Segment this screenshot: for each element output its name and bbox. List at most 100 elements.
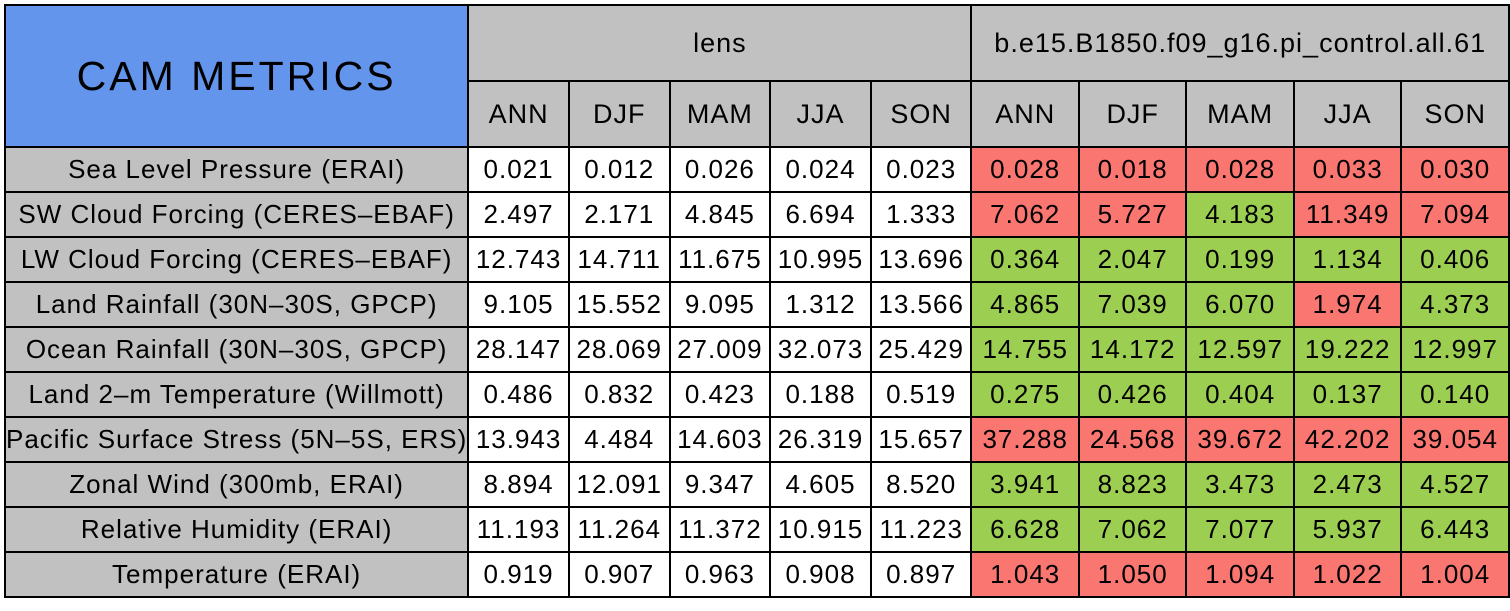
lens-value-cell: 13.566 (869, 281, 973, 328)
season-header-lens-djf: DJF (567, 80, 671, 148)
group-header-control-run: b.e15.B1850.f09_g16.pi_control.all.61 (970, 4, 1510, 82)
row-label: Zonal Wind (300mb, ERAI) (3, 461, 470, 508)
lens-value-cell: 0.919 (467, 551, 570, 598)
season-header-control-mam: MAM (1185, 80, 1295, 148)
row-label: Land Rainfall (30N–30S, GPCP) (3, 281, 470, 328)
control-value-cell: 1.022 (1292, 551, 1403, 598)
control-value-cell: 7.094 (1400, 191, 1510, 238)
lens-value-cell: 10.915 (769, 506, 872, 553)
control-value-cell: 3.473 (1185, 461, 1295, 508)
row-label: SW Cloud Forcing (CERES–EBAF) (3, 191, 470, 238)
control-value-cell: 0.028 (970, 146, 1080, 193)
lens-value-cell: 0.832 (567, 371, 671, 418)
lens-value-cell: 11.264 (567, 506, 671, 553)
lens-value-cell: 0.908 (769, 551, 872, 598)
control-value-cell: 8.823 (1077, 461, 1188, 508)
season-header-lens-jja: JJA (769, 80, 872, 148)
control-value-cell: 1.050 (1077, 551, 1188, 598)
lens-value-cell: 13.943 (467, 416, 570, 463)
control-value-cell: 0.140 (1400, 371, 1510, 418)
lens-value-cell: 0.423 (668, 371, 772, 418)
season-header-control-jja: JJA (1292, 80, 1403, 148)
season-header-lens-ann: ANN (467, 80, 570, 148)
lens-value-cell: 1.312 (769, 281, 872, 328)
season-header-lens-mam: MAM (668, 80, 772, 148)
row-label: Pacific Surface Stress (5N–5S, ERS) (3, 416, 470, 463)
table-row: Land Rainfall (30N–30S, GPCP) 9.105 15.552… (3, 281, 1510, 328)
row-label: Land 2–m Temperature (Willmott) (3, 371, 470, 418)
control-value-cell: 1.094 (1185, 551, 1295, 598)
group-header-lens: lens (467, 4, 973, 82)
control-value-cell: 14.755 (970, 326, 1080, 373)
season-header-lens-son: SON (869, 80, 973, 148)
lens-value-cell: 9.347 (668, 461, 772, 508)
table-row: Sea Level Pressure (ERAI) 0.021 0.012 0.026… (3, 146, 1510, 193)
table-row: Relative Humidity (ERAI) 11.193 11.264 11.3… (3, 506, 1510, 553)
lens-value-cell: 0.026 (668, 146, 772, 193)
lens-value-cell: 15.552 (567, 281, 671, 328)
lens-value-cell: 26.319 (769, 416, 872, 463)
control-value-cell: 37.288 (970, 416, 1080, 463)
control-value-cell: 4.183 (1185, 191, 1295, 238)
control-value-cell: 0.364 (970, 236, 1080, 283)
control-value-cell: 7.039 (1077, 281, 1188, 328)
control-value-cell: 4.373 (1400, 281, 1510, 328)
control-value-cell: 14.172 (1077, 326, 1188, 373)
control-value-cell: 0.030 (1400, 146, 1510, 193)
control-value-cell: 0.426 (1077, 371, 1188, 418)
lens-value-cell: 27.009 (668, 326, 772, 373)
row-label: Relative Humidity (ERAI) (3, 506, 470, 553)
lens-value-cell: 0.897 (869, 551, 973, 598)
control-value-cell: 0.406 (1400, 236, 1510, 283)
control-value-cell: 7.062 (1077, 506, 1188, 553)
control-value-cell: 1.134 (1292, 236, 1403, 283)
lens-value-cell: 0.519 (869, 371, 973, 418)
control-value-cell: 4.865 (970, 281, 1080, 328)
lens-value-cell: 1.333 (869, 191, 973, 238)
control-value-cell: 19.222 (1292, 326, 1403, 373)
control-value-cell: 7.062 (970, 191, 1080, 238)
table-row: LW Cloud Forcing (CERES–EBAF) 12.743 14.71… (3, 236, 1510, 283)
control-value-cell: 1.974 (1292, 281, 1403, 328)
lens-value-cell: 10.995 (769, 236, 872, 283)
lens-value-cell: 4.605 (769, 461, 872, 508)
table-row: Temperature (ERAI) 0.919 0.907 0.963 0.908 0.… (3, 551, 1510, 598)
group-header-row: CAM METRICS lens b.e15.B1850.f09_g16.pi_… (3, 4, 1510, 148)
season-header-control-son: SON (1400, 80, 1510, 148)
lens-value-cell: 0.963 (668, 551, 772, 598)
lens-value-cell: 6.694 (769, 191, 872, 238)
control-value-cell: 4.527 (1400, 461, 1510, 508)
control-value-cell: 1.043 (970, 551, 1080, 598)
control-value-cell: 0.018 (1077, 146, 1188, 193)
control-value-cell: 2.473 (1292, 461, 1403, 508)
control-value-cell: 0.275 (970, 371, 1080, 418)
lens-value-cell: 0.907 (567, 551, 671, 598)
control-value-cell: 39.054 (1400, 416, 1510, 463)
cam-metrics-table: CAM METRICS lens b.e15.B1850.f09_g16.pi_… (3, 4, 1510, 598)
control-value-cell: 39.672 (1185, 416, 1295, 463)
lens-value-cell: 4.845 (668, 191, 772, 238)
control-value-cell: 0.199 (1185, 236, 1295, 283)
lens-value-cell: 13.696 (869, 236, 973, 283)
lens-value-cell: 4.484 (567, 416, 671, 463)
table-row: Ocean Rainfall (30N–30S, GPCP) 28.147 28.0… (3, 326, 1510, 373)
lens-value-cell: 14.603 (668, 416, 772, 463)
row-label: LW Cloud Forcing (CERES–EBAF) (3, 236, 470, 283)
lens-value-cell: 11.372 (668, 506, 772, 553)
control-value-cell: 6.628 (970, 506, 1080, 553)
control-value-cell: 7.077 (1185, 506, 1295, 553)
lens-value-cell: 2.497 (467, 191, 570, 238)
control-value-cell: 12.997 (1400, 326, 1510, 373)
lens-value-cell: 2.171 (567, 191, 671, 238)
lens-value-cell: 0.486 (467, 371, 570, 418)
control-value-cell: 5.937 (1292, 506, 1403, 553)
lens-value-cell: 11.223 (869, 506, 973, 553)
control-value-cell: 6.443 (1400, 506, 1510, 553)
table-header: CAM METRICS lens b.e15.B1850.f09_g16.pi_… (3, 4, 1510, 148)
table-title: CAM METRICS (3, 4, 470, 148)
lens-value-cell: 8.894 (467, 461, 570, 508)
lens-value-cell: 0.012 (567, 146, 671, 193)
lens-value-cell: 28.069 (567, 326, 671, 373)
table-row: Pacific Surface Stress (5N–5S, ERS) 13.94… (3, 416, 1510, 463)
